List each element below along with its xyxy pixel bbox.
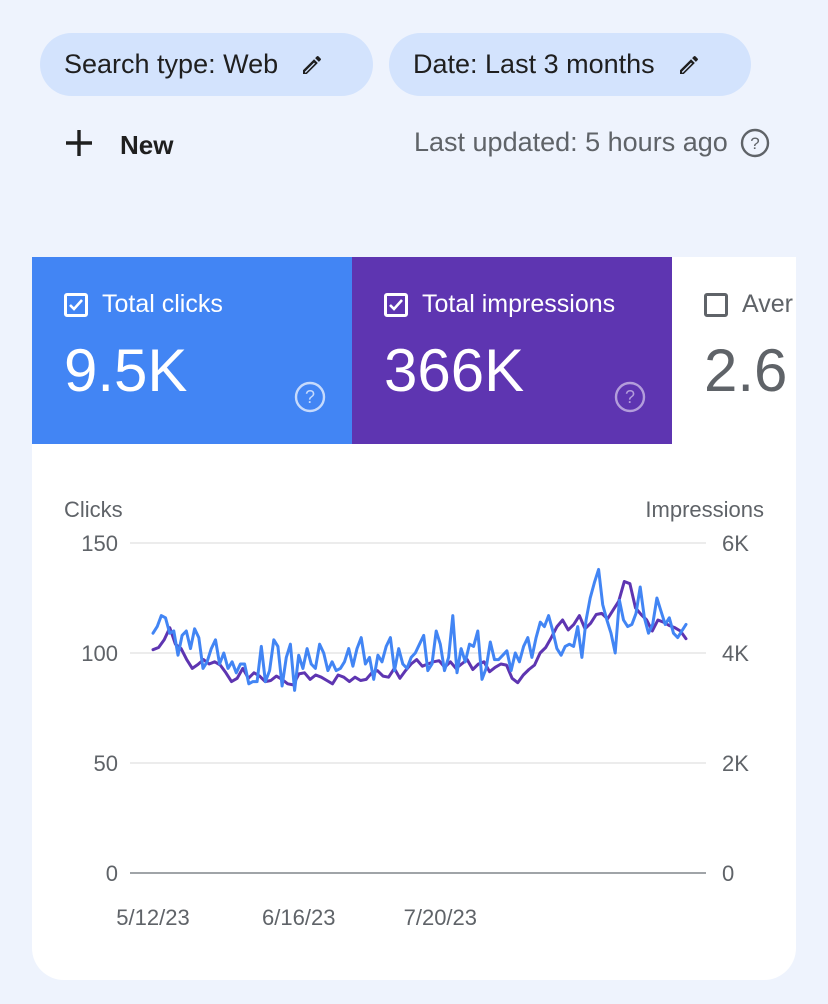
y-left-tick-label: 150 (81, 531, 118, 556)
plus-icon (62, 126, 96, 165)
x-tick-label: 7/20/23 (404, 905, 477, 930)
date-filter-label: Date: Last 3 months (413, 49, 655, 79)
help-icon[interactable]: ? (740, 128, 770, 158)
last-updated-status: Last updated: 5 hours ago ? (414, 127, 770, 158)
pencil-icon (300, 53, 324, 77)
impressions-series-line (151, 580, 688, 687)
y-left-tick-label: 50 (94, 751, 118, 776)
y-right-axis-title: Impressions (645, 497, 764, 522)
performance-card: Total clicks 9.5K ? Total impressions 36… (32, 257, 796, 980)
search-type-filter-chip[interactable]: Search type: Web (40, 33, 373, 96)
pencil-icon (677, 53, 701, 77)
checkbox-checked-icon[interactable] (384, 292, 408, 317)
checkbox-unchecked-icon[interactable] (704, 292, 728, 317)
average-position-tile[interactable]: Aver 2.6 (672, 257, 796, 444)
y-left-tick-label: 0 (106, 861, 118, 886)
y-right-tick-label: 2K (722, 751, 749, 776)
clicks-series-line (151, 567, 688, 692)
total-clicks-label: Total clicks (102, 290, 223, 318)
svg-text:?: ? (305, 387, 315, 407)
y-left-axis-title: Clicks (64, 497, 123, 522)
new-filter-label: New (120, 129, 174, 160)
performance-chart: 150 6K 100 4K 50 2K 0 0 Clicks Impressions 5/12/23… (32, 444, 796, 980)
new-filter-button[interactable]: New (62, 118, 173, 172)
search-type-filter-label: Search type: Web (64, 49, 279, 79)
total-clicks-tile[interactable]: Total clicks 9.5K ? (32, 257, 352, 444)
svg-text:?: ? (750, 134, 759, 153)
y-left-tick-label: 100 (81, 641, 118, 666)
svg-text:?: ? (625, 387, 635, 407)
y-right-tick-label: 6K (722, 531, 749, 556)
checkbox-checked-icon[interactable] (64, 292, 88, 317)
y-right-tick-label: 4K (722, 641, 749, 666)
total-impressions-tile[interactable]: Total impressions 366K ? (352, 257, 672, 444)
help-icon[interactable]: ? (294, 381, 326, 418)
total-impressions-value: 366K (384, 337, 525, 404)
average-position-label: Aver (742, 290, 793, 318)
y-right-tick-label: 0 (722, 861, 734, 886)
total-clicks-value: 9.5K (64, 337, 188, 404)
x-tick-label: 6/16/23 (262, 905, 335, 930)
last-updated-text: Last updated: 5 hours ago (414, 127, 728, 157)
x-tick-label: 5/12/23 (116, 905, 189, 930)
performance-chart-svg: 150 6K 100 4K 50 2K 0 0 Clicks Impressions 5/12/23… (64, 497, 764, 930)
total-impressions-label: Total impressions (422, 290, 616, 318)
date-filter-chip[interactable]: Date: Last 3 months (389, 33, 751, 96)
average-position-value: 2.6 (704, 337, 788, 404)
help-icon[interactable]: ? (614, 381, 646, 418)
